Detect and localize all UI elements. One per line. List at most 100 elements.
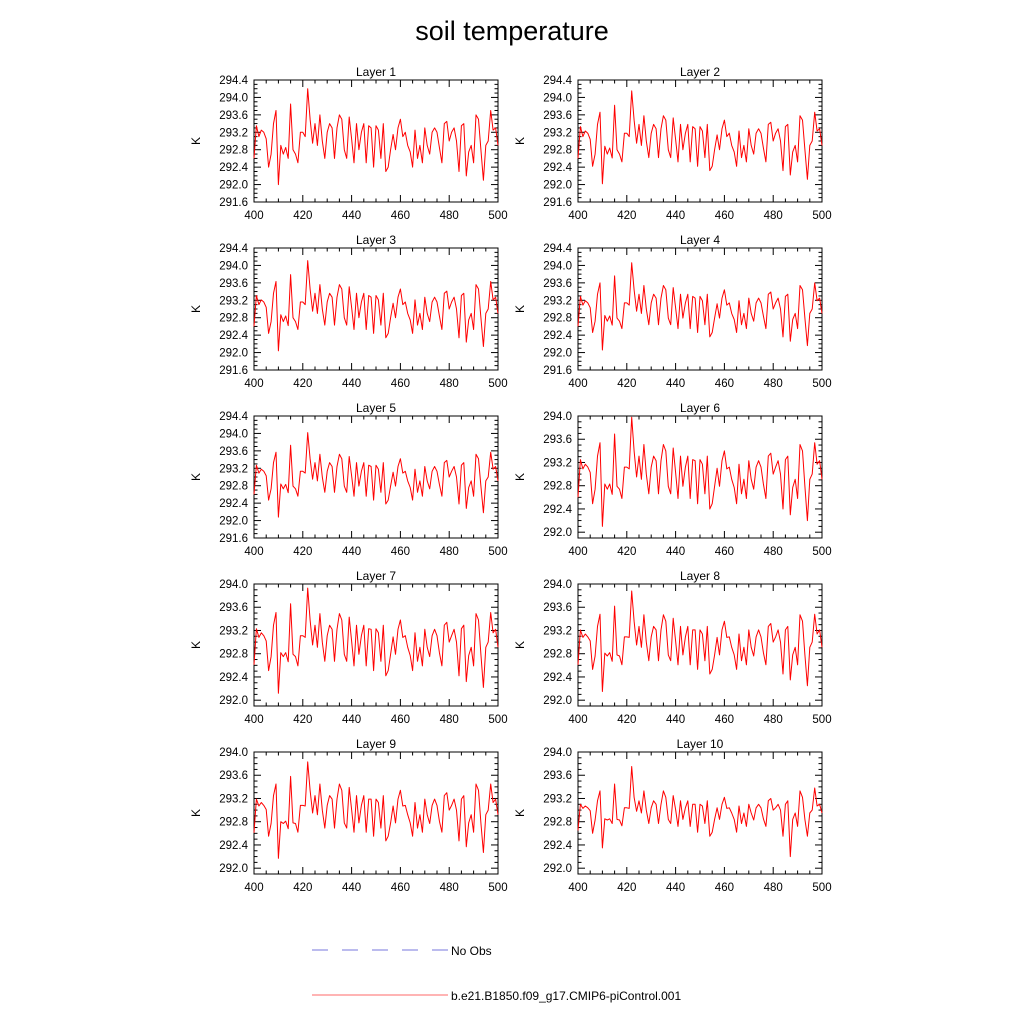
x-tick-label: 420 [293, 546, 312, 558]
panel-layer-4: Layer 4 K 400 420 440 460 480 500 291.6 292.0 292.… [513, 233, 832, 390]
x-tick-label: 480 [440, 210, 459, 222]
y-tick-label: 292.4 [219, 672, 248, 684]
x-tick-label: 400 [244, 378, 263, 390]
x-tick-label: 440 [666, 210, 685, 222]
x-tick-label: 420 [617, 378, 636, 390]
y-tick-label: 292.8 [219, 481, 248, 493]
y-axis-label: K [189, 809, 203, 817]
y-tick-label: 292.0 [543, 863, 572, 875]
x-tick-label: 400 [568, 882, 587, 894]
y-tick-label: 292.8 [543, 313, 572, 325]
y-tick-label: 292.0 [219, 695, 248, 707]
y-tick-label: 293.6 [219, 446, 248, 458]
y-tick-label: 293.2 [219, 463, 248, 475]
x-tick-label: 460 [391, 378, 410, 390]
x-tick-label: 440 [666, 546, 685, 558]
panel-title: Layer 4 [680, 233, 720, 247]
panel-layer-8: Layer 8 K 400 420 440 460 480 500 292.0 292.4 292.… [513, 569, 832, 726]
x-tick-label: 420 [293, 210, 312, 222]
x-tick-label: 500 [488, 882, 507, 894]
series-line [577, 416, 823, 527]
x-tick-label: 440 [342, 546, 361, 558]
x-tick-label: 500 [488, 546, 507, 558]
x-tick-label: 420 [617, 546, 636, 558]
series-line [577, 262, 823, 351]
y-tick-label: 294.0 [219, 579, 248, 591]
panel-layer-9: Layer 9 K 400 420 440 460 480 500 292.0 292.4 292.… [189, 737, 508, 894]
y-tick-label: 292.4 [219, 330, 248, 342]
panel-title: Layer 8 [680, 569, 720, 583]
y-tick-label: 294.0 [543, 260, 572, 272]
x-tick-label: 480 [764, 546, 783, 558]
x-tick-label: 480 [764, 714, 783, 726]
y-tick-label: 292.4 [219, 162, 248, 174]
x-tick-label: 500 [812, 882, 831, 894]
panel-layer-1: Layer 1 K 400 420 440 460 480 500 291.6 292.0 292.… [189, 65, 508, 222]
legend: No Obs b.e21.B1850.f09_g17.CMIP6-piContr… [312, 944, 681, 1003]
y-tick-label: 294.0 [219, 260, 248, 272]
series-line [577, 90, 823, 185]
x-tick-label: 420 [617, 210, 636, 222]
panel-title: Layer 5 [356, 401, 396, 415]
x-tick-label: 400 [568, 714, 587, 726]
series-line [253, 761, 499, 859]
y-tick-label: 293.6 [543, 110, 572, 122]
series-line [577, 766, 823, 858]
series-line [253, 432, 499, 518]
x-tick-label: 400 [244, 546, 263, 558]
x-tick-label: 500 [812, 378, 831, 390]
y-tick-label: 294.0 [543, 747, 572, 759]
series-line [253, 88, 499, 186]
y-tick-label: 292.0 [219, 180, 248, 192]
y-tick-label: 293.2 [543, 457, 572, 469]
y-tick-label: 293.6 [219, 770, 248, 782]
x-tick-label: 400 [568, 546, 587, 558]
y-tick-label: 291.6 [219, 533, 248, 545]
x-tick-label: 440 [342, 882, 361, 894]
y-tick-label: 293.6 [543, 770, 572, 782]
y-axis-label: K [513, 473, 527, 481]
x-tick-label: 400 [568, 210, 587, 222]
x-tick-label: 480 [440, 714, 459, 726]
y-tick-label: 292.4 [543, 504, 572, 516]
x-tick-label: 460 [715, 210, 734, 222]
y-tick-label: 291.6 [219, 197, 248, 209]
panel-layer-6: Layer 6 K 400 420 440 460 480 500 292.0 292.4 292.… [513, 401, 832, 558]
y-tick-label: 292.4 [543, 672, 572, 684]
panel-layer-5: Layer 5 K 400 420 440 460 480 500 291.6 292.0 292.… [189, 401, 508, 558]
y-tick-label: 294.0 [543, 579, 572, 591]
y-tick-label: 292.0 [219, 863, 248, 875]
x-tick-label: 480 [440, 546, 459, 558]
panel-title: Layer 3 [356, 233, 396, 247]
x-tick-label: 440 [666, 714, 685, 726]
x-tick-label: 400 [244, 714, 263, 726]
y-tick-label: 292.4 [543, 840, 572, 852]
x-tick-label: 440 [666, 882, 685, 894]
y-tick-label: 294.0 [543, 92, 572, 104]
x-tick-label: 420 [293, 378, 312, 390]
y-tick-label: 294.0 [543, 411, 572, 423]
x-tick-label: 460 [715, 378, 734, 390]
y-tick-label: 291.6 [219, 365, 248, 377]
y-tick-label: 292.8 [543, 145, 572, 157]
y-tick-label: 293.6 [219, 602, 248, 614]
panel-title: Layer 2 [680, 65, 720, 79]
x-tick-label: 480 [764, 882, 783, 894]
x-tick-label: 500 [812, 210, 831, 222]
series-line [253, 587, 499, 694]
x-tick-label: 500 [488, 210, 507, 222]
y-tick-label: 292.4 [219, 498, 248, 510]
panel-title: Layer 10 [677, 737, 724, 751]
panel-layer-10: Layer 10 K 400 420 440 460 480 500 292.0 292.4 292… [513, 737, 832, 894]
y-tick-label: 294.4 [219, 243, 248, 255]
y-tick-label: 293.2 [543, 295, 572, 307]
panel-grid: Layer 1 K 400 420 440 460 480 500 291.6 292.0 292.… [189, 65, 832, 894]
x-tick-label: 500 [812, 546, 831, 558]
x-tick-label: 460 [715, 714, 734, 726]
y-tick-label: 294.0 [219, 428, 248, 440]
y-axis-label: K [189, 473, 203, 481]
y-axis-label: K [189, 137, 203, 145]
y-axis-label: K [513, 809, 527, 817]
series-line [253, 260, 499, 352]
